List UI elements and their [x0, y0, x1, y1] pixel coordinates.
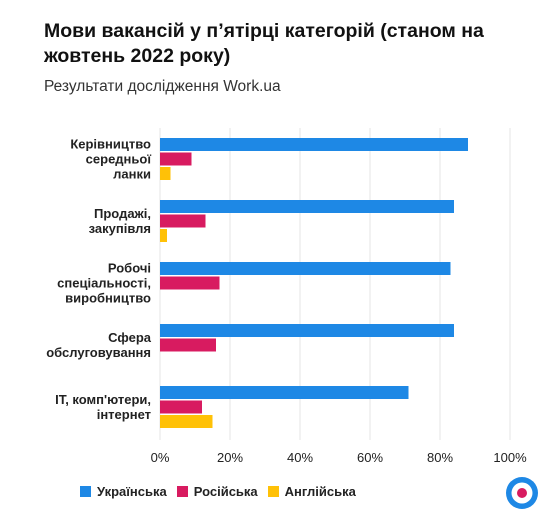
bar-russian-1 — [160, 214, 206, 228]
legend-item-russian[interactable]: Російська — [176, 484, 258, 499]
bar-english-1 — [160, 229, 167, 242]
work-ua-target-icon[interactable] — [505, 476, 539, 510]
bar-english-4 — [160, 415, 213, 428]
category-label-2-line-2: виробництво — [65, 291, 151, 306]
legend-item-ukrainian[interactable]: Українська — [80, 484, 167, 499]
category-label-3-line-0: Сфера — [108, 330, 152, 345]
category-label-0-line-1: середньої — [86, 152, 152, 167]
category-label-0-line-0: Керівництво — [70, 137, 151, 152]
legend-label-english: Англійська — [284, 484, 356, 499]
x-tick-label-1: 20% — [217, 450, 243, 465]
category-label-4-line-0: IT, комп'ютери, — [55, 392, 151, 407]
chart-title: Мови вакансій у п’ятірці категорій (стан… — [44, 20, 484, 67]
x-tick-label-5: 100% — [493, 450, 527, 465]
legend-swatch-russian — [176, 486, 188, 497]
bar-ukrainian-4 — [160, 386, 409, 399]
x-tick-label-3: 60% — [357, 450, 383, 465]
bar-russian-0 — [160, 152, 192, 166]
bar-russian-3 — [160, 338, 216, 352]
category-label-1-line-0: Продажі, — [94, 206, 151, 221]
category-label-0-line-2: ланки — [113, 167, 151, 182]
bar-ukrainian-3 — [160, 324, 454, 337]
bar-ukrainian-0 — [160, 138, 468, 151]
bar-russian-2 — [160, 276, 220, 290]
legend-label-russian: Російська — [193, 484, 258, 499]
x-tick-label-0: 0% — [151, 450, 170, 465]
chart-subtitle: Результати дослідження Work.ua — [44, 78, 281, 95]
x-tick-label-2: 40% — [287, 450, 313, 465]
category-label-2-line-1: спеціальності, — [57, 276, 151, 291]
legend-label-ukrainian: Українська — [97, 484, 167, 499]
bar-ukrainian-2 — [160, 262, 451, 275]
legend: Українська Російська Англійська — [80, 484, 366, 499]
x-tick-label-4: 80% — [427, 450, 453, 465]
category-label-1-line-1: закупівля — [89, 221, 151, 236]
category-label-4-line-1: інтернет — [97, 407, 151, 422]
legend-item-english[interactable]: Англійська — [267, 484, 356, 499]
legend-swatch-ukrainian — [80, 486, 91, 497]
category-label-3-line-1: обслуговування — [46, 345, 151, 360]
bar-russian-4 — [160, 400, 202, 414]
legend-swatch-english — [267, 486, 279, 497]
bar-english-0 — [160, 167, 171, 180]
bar-ukrainian-1 — [160, 200, 454, 213]
category-label-2-line-0: Робочі — [108, 261, 151, 276]
